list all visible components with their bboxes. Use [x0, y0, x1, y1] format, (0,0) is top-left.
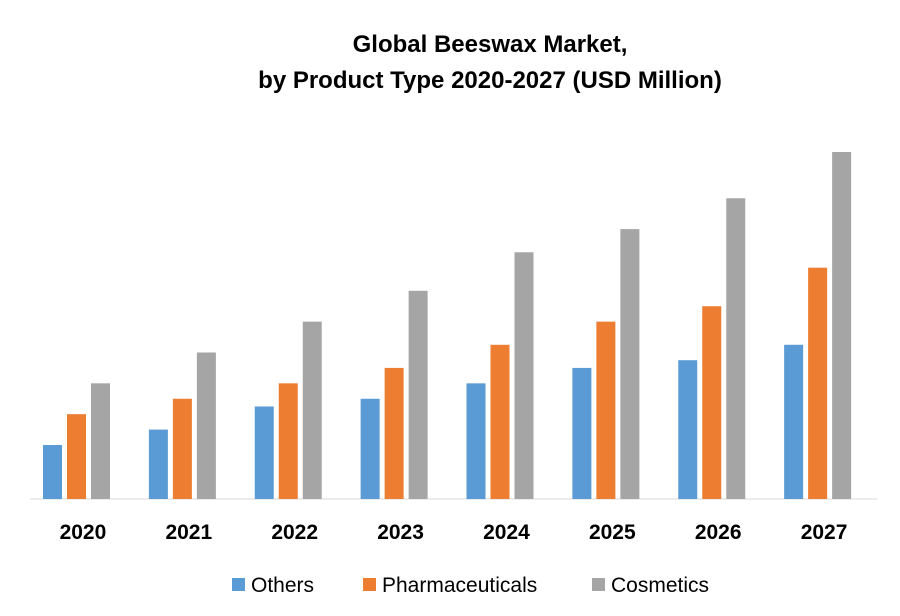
x-tick-label-2020: 2020: [60, 521, 107, 544]
x-tick-labels: 2020 2021 2022 2023 2024 2025 2026 2027: [60, 521, 848, 544]
legend-label-others: Others: [251, 574, 314, 597]
bar-others-2025: [572, 367, 592, 499]
bar-pharmaceuticals-2023: [384, 367, 404, 499]
bar-pharmaceuticals-2020: [67, 414, 86, 499]
x-tick-label-2024: 2024: [483, 521, 530, 544]
x-tick-label-2022: 2022: [271, 521, 318, 544]
x-tick-label-2023: 2023: [377, 521, 424, 544]
x-tick-label-2026: 2026: [695, 521, 742, 544]
legend-swatch-others: [232, 578, 245, 591]
bar-cosmetics-2021: [196, 352, 216, 499]
bar-pharmaceuticals-2022: [278, 383, 298, 499]
x-tick-label-2025: 2025: [589, 521, 636, 544]
legend-label-cosmetics: Cosmetics: [611, 574, 709, 597]
bar-others-2026: [678, 360, 698, 499]
bar-cosmetics-2026: [726, 198, 746, 499]
bar-cosmetics-2024: [514, 252, 534, 499]
bar-others-2024: [466, 383, 486, 499]
bar-pharmaceuticals-2025: [596, 321, 616, 499]
x-tick-label-2021: 2021: [165, 521, 212, 544]
bar-cosmetics-2023: [408, 290, 428, 499]
bar-cosmetics-2020: [91, 383, 110, 499]
bar-others-2021: [148, 429, 168, 499]
bar-cosmetics-2027: [832, 152, 852, 499]
x-tick-label-2027: 2027: [801, 521, 848, 544]
chart-subtitle: by Product Type 2020-2027 (USD Million): [258, 67, 722, 94]
bar-pharmaceuticals-2027: [808, 267, 828, 499]
bar-cosmetics-2022: [302, 321, 322, 499]
bar-pharmaceuticals-2026: [702, 306, 722, 499]
bar-others-2023: [360, 398, 380, 499]
chart-title: Global Beeswax Market,: [353, 31, 628, 58]
bar-others-2027: [784, 344, 804, 499]
bar-others-2022: [254, 406, 274, 499]
bar-cosmetics-2025: [620, 229, 640, 500]
legend-label-pharmaceuticals: Pharmaceuticals: [382, 574, 537, 597]
bar-pharmaceuticals-2021: [172, 398, 192, 499]
legend: Others Pharmaceuticals Cosmetics: [232, 574, 709, 597]
legend-swatch-cosmetics: [592, 578, 605, 591]
legend-swatch-pharmaceuticals: [363, 578, 376, 591]
bar-others-2020: [43, 445, 62, 499]
bar-pharmaceuticals-2024: [490, 344, 510, 499]
bars-group: [43, 152, 852, 500]
